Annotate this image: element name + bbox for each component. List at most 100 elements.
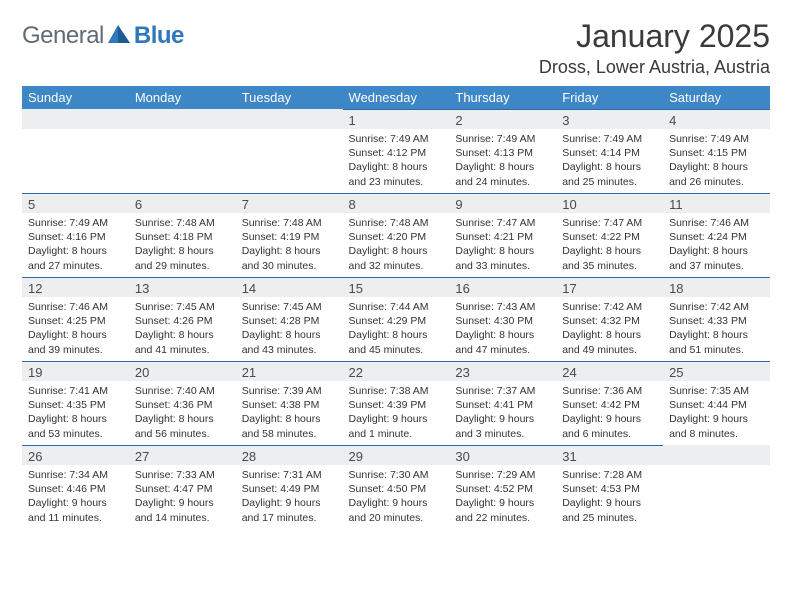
daylight-text: Daylight: 9 hours and 8 minutes. <box>669 412 764 440</box>
day-detail: Sunrise: 7:36 AMSunset: 4:42 PMDaylight:… <box>556 381 663 445</box>
sunset-text: Sunset: 4:20 PM <box>349 230 444 244</box>
day-number: 28 <box>236 445 343 465</box>
sunrise-text: Sunrise: 7:44 AM <box>349 300 444 314</box>
sunrise-text: Sunrise: 7:37 AM <box>455 384 550 398</box>
day-number: 26 <box>22 445 129 465</box>
day-number: 20 <box>129 361 236 381</box>
day-detail <box>22 129 129 193</box>
day-detail: Sunrise: 7:38 AMSunset: 4:39 PMDaylight:… <box>343 381 450 445</box>
day-detail: Sunrise: 7:29 AMSunset: 4:52 PMDaylight:… <box>449 465 556 529</box>
sunset-text: Sunset: 4:44 PM <box>669 398 764 412</box>
daylight-text: Daylight: 9 hours and 3 minutes. <box>455 412 550 440</box>
day-number: 29 <box>343 445 450 465</box>
day-number: 4 <box>663 109 770 129</box>
day-detail: Sunrise: 7:33 AMSunset: 4:47 PMDaylight:… <box>129 465 236 529</box>
sunset-text: Sunset: 4:28 PM <box>242 314 337 328</box>
day-detail: Sunrise: 7:44 AMSunset: 4:29 PMDaylight:… <box>343 297 450 361</box>
daylight-text: Daylight: 8 hours and 51 minutes. <box>669 328 764 356</box>
daylight-text: Daylight: 9 hours and 22 minutes. <box>455 496 550 524</box>
day-detail: Sunrise: 7:49 AMSunset: 4:15 PMDaylight:… <box>663 129 770 193</box>
daylight-text: Daylight: 8 hours and 47 minutes. <box>455 328 550 356</box>
sunset-text: Sunset: 4:14 PM <box>562 146 657 160</box>
sunrise-text: Sunrise: 7:35 AM <box>669 384 764 398</box>
day-detail: Sunrise: 7:49 AMSunset: 4:12 PMDaylight:… <box>343 129 450 193</box>
dow-monday: Monday <box>129 86 236 109</box>
brand-mark-icon <box>108 25 130 48</box>
sunset-text: Sunset: 4:41 PM <box>455 398 550 412</box>
sunrise-text: Sunrise: 7:41 AM <box>28 384 123 398</box>
daylight-text: Daylight: 9 hours and 25 minutes. <box>562 496 657 524</box>
daylight-text: Daylight: 8 hours and 58 minutes. <box>242 412 337 440</box>
sunrise-text: Sunrise: 7:38 AM <box>349 384 444 398</box>
sunrise-text: Sunrise: 7:48 AM <box>135 216 230 230</box>
sunrise-text: Sunrise: 7:39 AM <box>242 384 337 398</box>
sunset-text: Sunset: 4:22 PM <box>562 230 657 244</box>
location-subtitle: Dross, Lower Austria, Austria <box>539 57 770 78</box>
daylight-text: Daylight: 8 hours and 43 minutes. <box>242 328 337 356</box>
sunset-text: Sunset: 4:53 PM <box>562 482 657 496</box>
daylight-text: Daylight: 8 hours and 23 minutes. <box>349 160 444 188</box>
sunrise-text: Sunrise: 7:48 AM <box>242 216 337 230</box>
daylight-text: Daylight: 8 hours and 25 minutes. <box>562 160 657 188</box>
day-number: 5 <box>22 193 129 213</box>
day-number: 19 <box>22 361 129 381</box>
day-detail: Sunrise: 7:47 AMSunset: 4:21 PMDaylight:… <box>449 213 556 277</box>
calendar-page: General Blue January 2025 Dross, Lower A… <box>0 0 792 529</box>
sunrise-text: Sunrise: 7:42 AM <box>669 300 764 314</box>
day-detail: Sunrise: 7:39 AMSunset: 4:38 PMDaylight:… <box>236 381 343 445</box>
day-detail: Sunrise: 7:40 AMSunset: 4:36 PMDaylight:… <box>129 381 236 445</box>
day-detail: Sunrise: 7:49 AMSunset: 4:14 PMDaylight:… <box>556 129 663 193</box>
day-number: 6 <box>129 193 236 213</box>
daylight-text: Daylight: 9 hours and 20 minutes. <box>349 496 444 524</box>
day-number: 1 <box>343 109 450 129</box>
brand-logo: General Blue <box>22 22 184 50</box>
day-detail: Sunrise: 7:49 AMSunset: 4:16 PMDaylight:… <box>22 213 129 277</box>
month-title: January 2025 <box>539 18 770 55</box>
week-detail-row: Sunrise: 7:34 AMSunset: 4:46 PMDaylight:… <box>22 465 770 529</box>
week-daynum-row: 567891011 <box>22 193 770 213</box>
daylight-text: Daylight: 8 hours and 49 minutes. <box>562 328 657 356</box>
day-number <box>663 445 770 465</box>
dow-thursday: Thursday <box>449 86 556 109</box>
sunset-text: Sunset: 4:25 PM <box>28 314 123 328</box>
day-detail: Sunrise: 7:48 AMSunset: 4:19 PMDaylight:… <box>236 213 343 277</box>
week-daynum-row: 12131415161718 <box>22 277 770 297</box>
daylight-text: Daylight: 8 hours and 37 minutes. <box>669 244 764 272</box>
sunset-text: Sunset: 4:21 PM <box>455 230 550 244</box>
daylight-text: Daylight: 8 hours and 32 minutes. <box>349 244 444 272</box>
daylight-text: Daylight: 8 hours and 30 minutes. <box>242 244 337 272</box>
day-number: 14 <box>236 277 343 297</box>
daylight-text: Daylight: 8 hours and 39 minutes. <box>28 328 123 356</box>
day-detail: Sunrise: 7:45 AMSunset: 4:26 PMDaylight:… <box>129 297 236 361</box>
day-detail: Sunrise: 7:42 AMSunset: 4:32 PMDaylight:… <box>556 297 663 361</box>
day-number: 15 <box>343 277 450 297</box>
day-number: 23 <box>449 361 556 381</box>
daylight-text: Daylight: 8 hours and 24 minutes. <box>455 160 550 188</box>
sunset-text: Sunset: 4:12 PM <box>349 146 444 160</box>
week-daynum-row: 1234 <box>22 109 770 129</box>
day-number: 18 <box>663 277 770 297</box>
sunrise-text: Sunrise: 7:49 AM <box>349 132 444 146</box>
sunset-text: Sunset: 4:46 PM <box>28 482 123 496</box>
day-number: 3 <box>556 109 663 129</box>
sunset-text: Sunset: 4:29 PM <box>349 314 444 328</box>
sunrise-text: Sunrise: 7:36 AM <box>562 384 657 398</box>
day-number: 13 <box>129 277 236 297</box>
daylight-text: Daylight: 8 hours and 26 minutes. <box>669 160 764 188</box>
header: General Blue January 2025 Dross, Lower A… <box>22 18 770 78</box>
sunrise-text: Sunrise: 7:49 AM <box>28 216 123 230</box>
sunset-text: Sunset: 4:39 PM <box>349 398 444 412</box>
day-detail: Sunrise: 7:45 AMSunset: 4:28 PMDaylight:… <box>236 297 343 361</box>
sunrise-text: Sunrise: 7:45 AM <box>242 300 337 314</box>
day-detail: Sunrise: 7:34 AMSunset: 4:46 PMDaylight:… <box>22 465 129 529</box>
sunrise-text: Sunrise: 7:49 AM <box>562 132 657 146</box>
day-detail: Sunrise: 7:35 AMSunset: 4:44 PMDaylight:… <box>663 381 770 445</box>
day-number <box>129 109 236 129</box>
sunrise-text: Sunrise: 7:33 AM <box>135 468 230 482</box>
sunset-text: Sunset: 4:47 PM <box>135 482 230 496</box>
day-number: 16 <box>449 277 556 297</box>
sunset-text: Sunset: 4:42 PM <box>562 398 657 412</box>
day-detail: Sunrise: 7:49 AMSunset: 4:13 PMDaylight:… <box>449 129 556 193</box>
sunrise-text: Sunrise: 7:42 AM <box>562 300 657 314</box>
sunset-text: Sunset: 4:52 PM <box>455 482 550 496</box>
